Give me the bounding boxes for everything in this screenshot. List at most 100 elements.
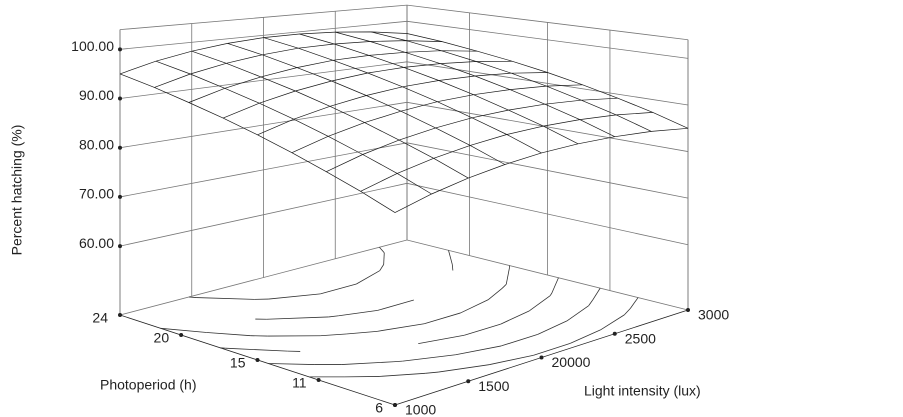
surface-column [406, 33, 689, 129]
grid-line [119, 182, 408, 247]
surface-row [188, 50, 478, 103]
x-tick [612, 331, 617, 336]
y-axis-title: Photoperiod (h) [100, 377, 197, 393]
surface-column [119, 73, 396, 213]
surface-row [222, 60, 513, 119]
x-tick [539, 355, 544, 360]
surface-row [394, 127, 689, 213]
z-tick [118, 47, 122, 52]
contour-line [225, 347, 288, 352]
surface-row [257, 72, 548, 136]
contour-line [537, 320, 568, 335]
contour-line [377, 323, 425, 332]
z-tick [118, 244, 122, 249]
grid-line [406, 101, 689, 152]
contour-line [379, 264, 385, 271]
contour-line [533, 343, 571, 356]
contour-line [378, 372, 426, 377]
contour-line [624, 308, 631, 316]
contour-line [377, 299, 414, 311]
contour-line [393, 360, 403, 363]
contour-line [425, 371, 439, 374]
contour-line [460, 299, 489, 314]
z-axis-title: Percent hatching (%) [9, 125, 25, 256]
surface-column [155, 60, 432, 195]
z-tick [118, 194, 122, 199]
y-tick [179, 333, 184, 337]
contour-line [320, 283, 357, 295]
x-tick-label: 2500 [625, 330, 656, 346]
contour-line [487, 287, 503, 301]
y-tick-label: 20 [154, 330, 170, 346]
grid-line [119, 20, 408, 50]
contour-line [320, 333, 347, 337]
y-tick [255, 358, 260, 362]
surface-column [263, 37, 542, 154]
y-tick-label: 11 [292, 375, 307, 391]
grid-line [406, 20, 689, 59]
grid-line [406, 182, 689, 246]
contour-line [268, 363, 315, 365]
contour-line [268, 293, 321, 300]
grid-line [119, 142, 408, 198]
contour-line [196, 297, 255, 300]
x-tick-label: 20000 [552, 354, 591, 370]
contour-line [379, 246, 385, 254]
contour-line [451, 264, 454, 271]
contour-line [570, 329, 601, 344]
grid-line [119, 61, 408, 99]
z-tick [118, 96, 122, 101]
grid-line [406, 61, 689, 106]
contour-line [551, 277, 559, 294]
contour-line [346, 330, 378, 335]
z-tick-label: 60.00 [79, 235, 114, 251]
contour-line [341, 361, 394, 365]
contour-line [266, 316, 329, 320]
z-tick-label: 90.00 [79, 87, 114, 103]
contour-line [356, 270, 380, 285]
y-tick [316, 378, 321, 382]
contour-line [338, 309, 378, 317]
grid-line [119, 101, 408, 149]
x-tick-label: 1000 [405, 402, 436, 417]
contour-line [630, 297, 639, 309]
contour-line [549, 292, 553, 296]
z-tick-label: 100.00 [71, 38, 114, 54]
contour-line [501, 334, 538, 347]
contour-line [588, 300, 593, 306]
contour-line [418, 334, 465, 344]
contour-line [464, 323, 501, 336]
surface-column [299, 33, 579, 145]
surface-column [371, 31, 652, 132]
surface-row [154, 40, 443, 88]
surface-column [335, 31, 615, 138]
contour-line [328, 315, 339, 318]
contour-line [448, 250, 453, 265]
contour-line [424, 312, 461, 325]
x-tick [466, 379, 471, 384]
contour-line [501, 284, 507, 289]
contour-line [402, 354, 456, 362]
x-tick-label: 1500 [478, 378, 509, 394]
surface-row [326, 97, 618, 173]
surface-column [227, 43, 506, 165]
contour-line [600, 314, 625, 331]
z-tick-label: 80.00 [79, 136, 114, 152]
contour-line [160, 327, 207, 333]
contour-line [505, 266, 510, 285]
z-tick-label: 70.00 [79, 186, 114, 202]
contour-line [592, 287, 601, 301]
contour-line [438, 364, 490, 373]
y-tick [118, 313, 122, 317]
surface-column [191, 50, 469, 179]
y-tick-label: 6 [375, 400, 383, 416]
surface-row [360, 112, 653, 192]
x-tick [686, 308, 690, 312]
contour-line [206, 332, 251, 337]
contour-line [566, 305, 589, 322]
box-edge [119, 4, 408, 31]
x-tick-label: 3000 [698, 307, 729, 323]
contour-line [489, 354, 534, 366]
z-tick [118, 145, 122, 150]
